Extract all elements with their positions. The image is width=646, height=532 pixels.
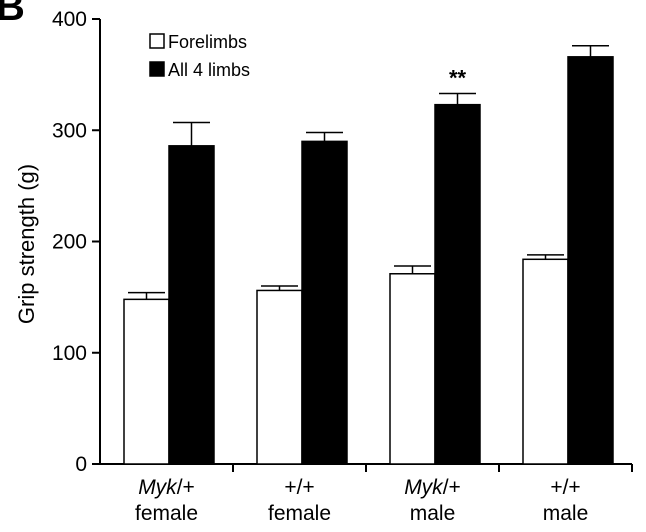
category-label-line1-2: Myk/+	[404, 476, 461, 499]
bars	[123, 56, 614, 465]
y-tick-label-0: 0	[75, 453, 87, 476]
legend-swatch-0	[149, 33, 165, 49]
category-label-line2-3: male	[543, 502, 589, 525]
bar-all4-0	[168, 145, 215, 465]
panel-label: B	[0, 0, 25, 29]
legend-label-0: Forelimbs	[168, 32, 247, 52]
y-axis: 0 100 200 300 400	[52, 8, 101, 476]
bar-forelimbs-3	[522, 258, 569, 465]
category-label-italic-2: Myk	[404, 476, 444, 499]
category-label-rest-2: /+	[443, 476, 461, 499]
y-tick-label-2: 200	[52, 231, 87, 254]
category-label-line2-1: female	[268, 502, 331, 525]
category-label-line2-2: male	[410, 502, 456, 525]
x-axis	[100, 463, 633, 472]
legend-label-1: All 4 limbs	[168, 60, 250, 80]
significance-label-0: **	[449, 66, 467, 91]
bar-all4-2	[434, 103, 481, 465]
category-label-line1-1: +/+	[284, 476, 314, 499]
bar-forelimbs-1	[256, 289, 303, 465]
bar-all4-1	[301, 140, 348, 465]
y-axis-title: Grip strength (g)	[14, 164, 39, 324]
legend-swatch-1	[149, 61, 165, 77]
error-bars	[128, 44, 609, 300]
category-label-rest-1: +/+	[284, 476, 314, 499]
category-label-line1-0: Myk/+	[138, 476, 195, 499]
y-tick-label-4: 400	[52, 8, 87, 31]
category-label-rest-3: +/+	[550, 476, 580, 499]
category-label-italic-0: Myk	[138, 476, 178, 499]
annotations: **	[449, 66, 467, 91]
y-tick-label-1: 100	[52, 342, 87, 365]
category-label-line2-0: female	[135, 502, 198, 525]
y-tick-label-3: 300	[52, 119, 87, 142]
bar-all4-3	[567, 56, 614, 465]
category-label-rest-0: /+	[177, 476, 195, 499]
category-label-line1-3: +/+	[550, 476, 580, 499]
bar-forelimbs-2	[389, 273, 436, 465]
legend: Forelimbs All 4 limbs	[149, 32, 250, 80]
bar-forelimbs-0	[123, 298, 170, 465]
